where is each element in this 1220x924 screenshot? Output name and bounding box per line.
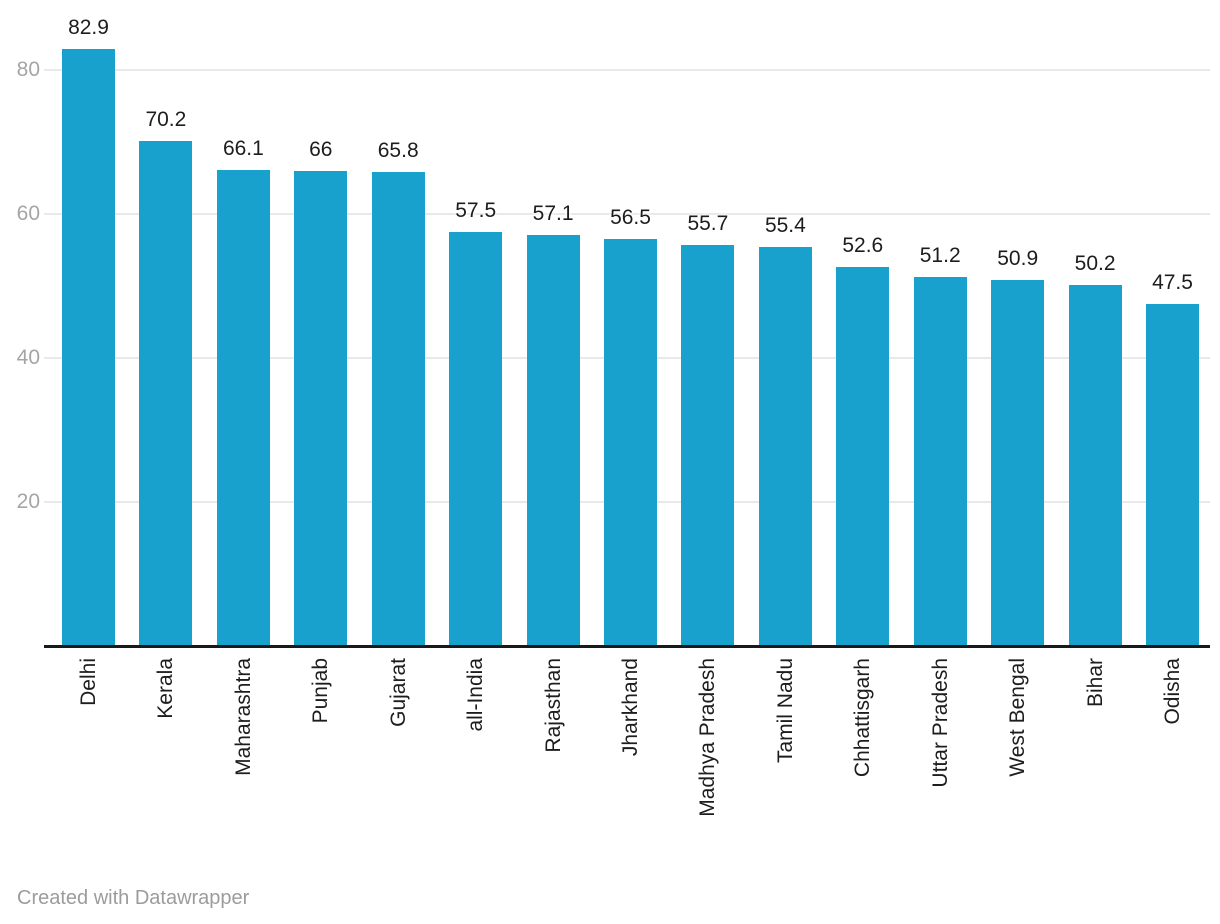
bar-value-label: 52.6 (842, 234, 884, 258)
bar[interactable] (758, 247, 812, 646)
category-label-text: Gujarat (386, 658, 410, 727)
bar[interactable] (913, 277, 967, 646)
bar[interactable] (62, 49, 115, 646)
category-label-text: Tamil Nadu (773, 658, 797, 764)
bar[interactable] (836, 267, 890, 646)
y-tick-label: 20 (16, 490, 40, 513)
category-label-text: Bihar (1083, 658, 1107, 708)
column: 55.7 Madhya Pradesh (681, 0, 735, 924)
column: 50.2 Bihar (1068, 0, 1122, 924)
column: 47.5 Odisha (1146, 0, 1199, 924)
bar-value-label: 47.5 (1152, 271, 1193, 294)
bar-value-label: 55.4 (764, 214, 806, 238)
column: 66.1 Maharashtra (216, 0, 270, 924)
bar-value-label: 82.9 (68, 16, 109, 40)
bar[interactable] (294, 170, 348, 646)
bar-value-label: 50.9 (997, 246, 1039, 270)
column: 66 Punjab (294, 0, 348, 924)
column: 57.1 Rajasthan (526, 0, 580, 924)
column: 65.8 Gujarat (371, 0, 425, 924)
bar[interactable] (449, 232, 503, 646)
column: 56.5 Jharkhand (604, 0, 657, 924)
bar[interactable] (1068, 284, 1122, 646)
bar-value-label: 56.5 (610, 206, 651, 230)
datawrapper-attribution-link[interactable]: Created with Datawrapper (17, 887, 250, 909)
category-label-text: West Bengal (1006, 658, 1030, 777)
bar[interactable] (991, 279, 1045, 646)
category-label-text: Rajasthan (541, 658, 565, 753)
bar-value-label: 66 (309, 137, 333, 161)
y-tick-label: 80 (16, 58, 40, 81)
y-tick-label: 60 (16, 202, 40, 225)
bar-value-label: 57.1 (532, 201, 574, 225)
category-label-text: Kerala (154, 658, 178, 719)
y-gridline (44, 213, 1210, 215)
bar[interactable] (526, 234, 580, 646)
category-label-text: Punjab (309, 658, 333, 724)
bar-value-label: 65.8 (377, 139, 419, 163)
bar[interactable] (216, 170, 270, 646)
x-axis-line (44, 645, 1210, 648)
category-label-text: Jharkhand (619, 658, 642, 757)
bar-value-label: 50.2 (1074, 251, 1116, 275)
column: 57.5 all-India (449, 0, 503, 924)
bar-value-label: 66.1 (222, 137, 264, 161)
bar-value-label: 51.2 (919, 244, 961, 268)
bar-value-label: 70.2 (145, 107, 187, 131)
bar[interactable] (681, 245, 735, 646)
column: 51.2 Uttar Pradesh (913, 0, 967, 924)
y-gridline (44, 69, 1210, 71)
column: 82.9 Delhi (62, 0, 115, 924)
category-label-text: Chhattisgarh (851, 658, 875, 778)
category-label-text: Maharashtra (231, 658, 255, 776)
bar-value-label: 55.7 (687, 212, 729, 235)
category-label-text: Uttar Pradesh (928, 658, 952, 788)
y-tick-label: 40 (16, 346, 40, 369)
category-label-text: Odisha (1161, 658, 1184, 725)
column: 50.9 West Bengal (991, 0, 1045, 924)
bar[interactable] (604, 239, 657, 646)
category-label-text: Delhi (77, 658, 100, 706)
column: 70.2 Kerala (139, 0, 193, 924)
category-label-text: Madhya Pradesh (696, 658, 720, 817)
bar-value-label: 57.5 (455, 199, 497, 222)
category-label-text: all-India (464, 658, 488, 732)
column: 52.6 Chhattisgarh (836, 0, 890, 924)
column: 55.4 Tamil Nadu (758, 0, 812, 924)
bar[interactable] (1146, 304, 1199, 646)
bar[interactable] (139, 140, 193, 646)
bar[interactable] (371, 172, 425, 646)
